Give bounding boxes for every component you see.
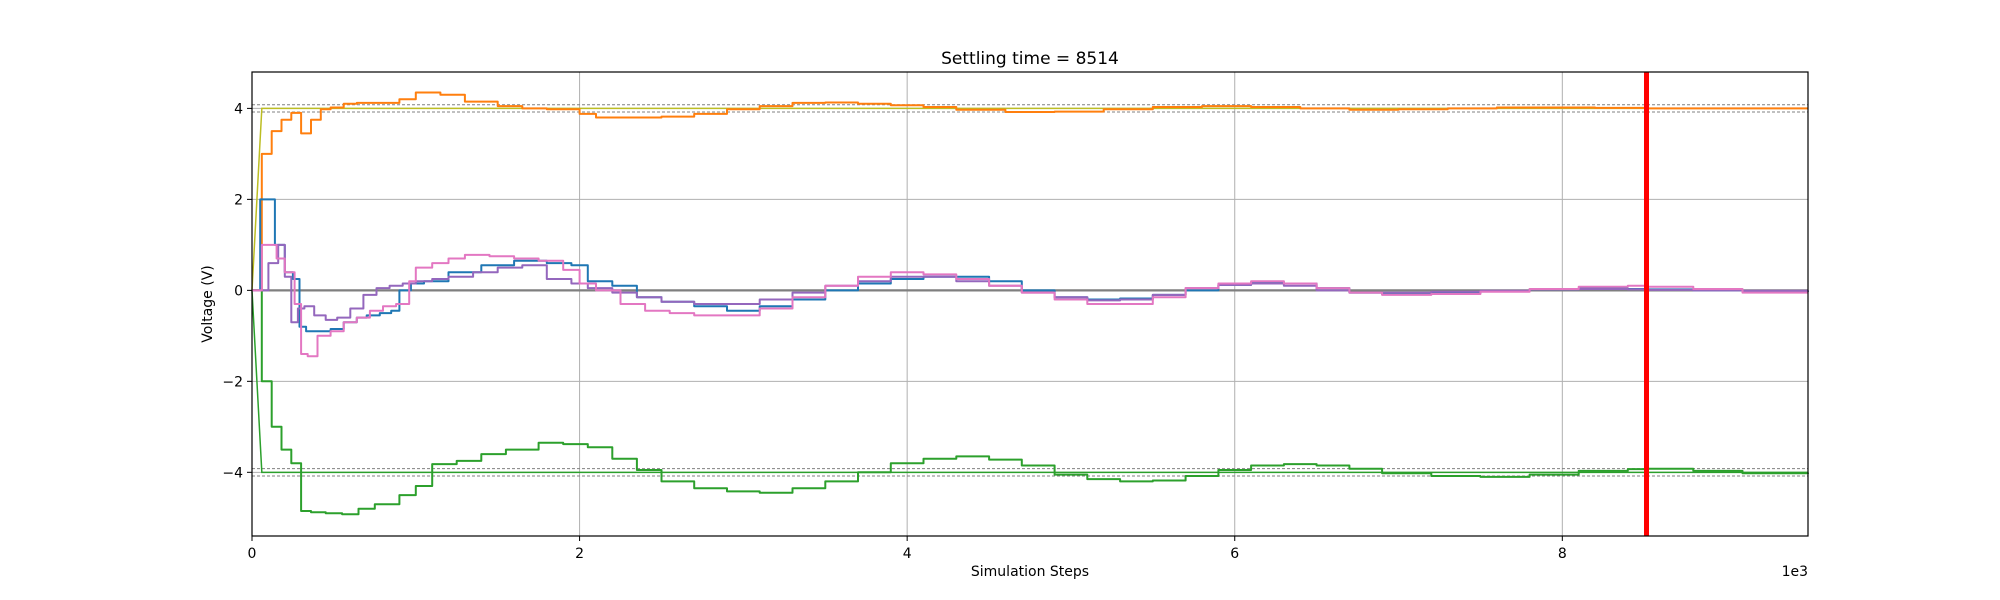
series-line <box>252 289 1809 516</box>
plot-frame <box>251 71 1809 537</box>
x-axis-label: Simulation Steps <box>971 564 1089 580</box>
y-tick-label: −4 <box>222 465 243 481</box>
x-tick-label: 8 <box>1558 546 1567 562</box>
x-tick-label: 2 <box>575 546 584 562</box>
series-line <box>252 243 1808 358</box>
y-tick-label: 2 <box>234 192 243 208</box>
series-line <box>252 243 1809 324</box>
x-tick-label: 4 <box>903 546 912 562</box>
x-tick-label: 0 <box>248 546 257 562</box>
x-tick-label: 6 <box>1230 546 1239 562</box>
y-axis-label: Voltage (V) <box>200 265 216 342</box>
x-axis-offset-label: 1e3 <box>1782 564 1808 580</box>
series-lines <box>252 91 1809 516</box>
reference-line <box>251 107 1808 291</box>
y-tick-label: −2 <box>222 374 243 390</box>
y-tick-label: 4 <box>234 101 243 117</box>
y-tick-label: 0 <box>234 283 243 299</box>
reference-line <box>251 290 1808 474</box>
series-line <box>252 198 1809 333</box>
series-line <box>252 91 1808 292</box>
axis-ticks: 0 2 4 6 8 −4 −2 0 2 4 <box>222 101 1566 562</box>
chart-title: Settling time = 8514 <box>941 49 1119 69</box>
